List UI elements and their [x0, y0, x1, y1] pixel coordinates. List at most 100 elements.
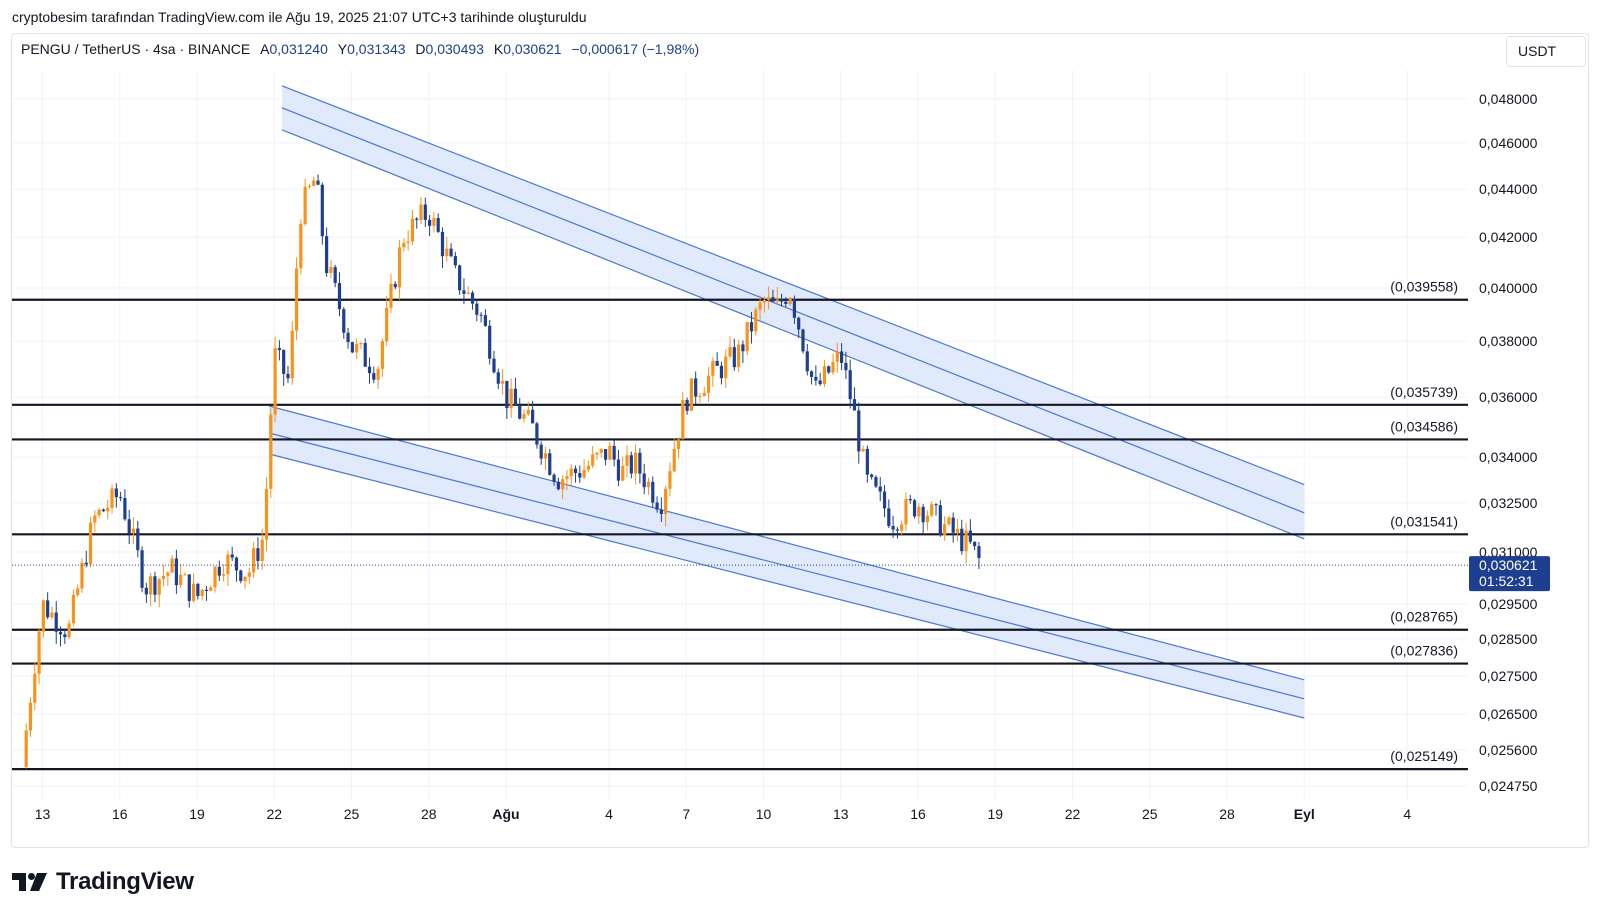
candle-body-up — [775, 299, 779, 302]
tradingview-logo-icon — [12, 873, 47, 891]
candle-body-down — [492, 358, 496, 373]
candle-body-up — [466, 292, 470, 294]
candle-body-down — [174, 558, 178, 586]
candle-body-down — [488, 325, 492, 359]
candle-body-down — [54, 612, 58, 632]
candle-body-down — [612, 445, 616, 460]
candle-body-up — [410, 218, 415, 242]
candle-body-down — [114, 488, 118, 498]
candle-body-down — [458, 265, 462, 291]
candle-body-up — [788, 298, 792, 305]
candle-body-up — [835, 351, 839, 362]
x-tick-label: Eyl — [1294, 806, 1315, 822]
candle-body-down — [58, 631, 63, 635]
candle-body-down — [479, 314, 483, 316]
candle-body-up — [599, 449, 603, 453]
candle-body-up — [166, 572, 170, 576]
candle-body-down — [453, 256, 457, 266]
candle-body-down — [801, 329, 805, 352]
x-tick-label: 16 — [112, 806, 128, 822]
x-tick-label: 28 — [421, 806, 437, 822]
candle-body-down — [865, 448, 869, 475]
candle-body-up — [213, 566, 217, 588]
candle-body-down — [882, 491, 887, 509]
candle-body-down — [573, 468, 578, 474]
currency-selector[interactable]: USDT — [1506, 36, 1586, 67]
y-tick-label: 0,034000 — [1479, 449, 1538, 465]
candle-body-up — [294, 268, 299, 331]
candle-body-down — [694, 378, 698, 397]
close-value: 0,030621 — [503, 41, 562, 57]
candle-body-up — [303, 186, 307, 224]
channel-overlays — [268, 85, 1305, 719]
candle-body-up — [754, 309, 758, 332]
candle-body-up — [226, 554, 230, 575]
x-tick-label: 13 — [833, 806, 849, 822]
candle-body-up — [397, 247, 402, 288]
candle-body-down — [840, 351, 844, 363]
symbol-label[interactable]: PENGU / TetherUS · 4sa · BINANCE — [21, 41, 251, 57]
symbol-legend: PENGU / TetherUS · 4sa · BINANCE A0,0312… — [21, 41, 699, 57]
candle-body-up — [149, 576, 153, 595]
candle-body-up — [711, 360, 715, 376]
candle-body-down — [921, 506, 925, 523]
candle-body-down — [46, 600, 50, 618]
candle-body-down — [363, 343, 367, 367]
candle-body-up — [608, 445, 612, 460]
candle-body-up — [569, 468, 573, 477]
x-tick-label: 13 — [35, 806, 51, 822]
x-tick-label: Ağu — [492, 806, 519, 822]
candle-body-up — [252, 548, 256, 573]
level-label: (0,027836) — [1390, 643, 1458, 659]
brand-logo[interactable]: TradingView — [12, 868, 194, 896]
candle-body-up — [67, 623, 71, 638]
x-tick-label: 16 — [910, 806, 926, 822]
candle-body-down — [844, 362, 848, 371]
candle-body-down — [852, 399, 857, 411]
candle-body-up — [930, 504, 934, 516]
x-tick-label: 19 — [189, 806, 205, 822]
candle-body-up — [402, 242, 406, 248]
y-tick-label: 0,025600 — [1479, 742, 1538, 758]
candle-body-down — [333, 267, 337, 284]
candle-body-up — [191, 583, 196, 601]
candle-body-up — [445, 248, 449, 257]
candle-body-up — [621, 465, 625, 481]
y-tick-label: 0,032500 — [1479, 495, 1538, 511]
candle-body-down — [912, 500, 917, 517]
y-tick-label: 0,027500 — [1479, 668, 1538, 684]
candle-body-down — [84, 562, 88, 565]
candle-body-down — [659, 509, 663, 514]
x-tick-label: 22 — [266, 806, 282, 822]
candle-body-up — [676, 439, 681, 449]
candle-body-up — [565, 476, 569, 480]
candle-body-up — [702, 392, 706, 396]
x-tick-label: 7 — [682, 806, 690, 822]
candle-body-down — [316, 180, 320, 185]
x-tick-label: 25 — [1142, 806, 1158, 822]
level-label: (0,034586) — [1390, 418, 1458, 434]
candle-body-up — [131, 528, 136, 534]
candle-body-up — [758, 302, 762, 310]
candle-body-down — [548, 453, 552, 475]
candle-body-down — [346, 332, 350, 343]
chart-caption: cryptobesim tarafından TradingView.com i… — [12, 9, 587, 25]
y-tick-label: 0,029500 — [1479, 596, 1538, 612]
candle-body-down — [423, 204, 427, 220]
candle-body-down — [951, 517, 955, 533]
candle-body-down — [938, 505, 942, 536]
candle-body-up — [904, 499, 908, 525]
candle-body-down — [513, 388, 518, 406]
candle-body-down — [518, 405, 522, 419]
candle-body-down — [638, 452, 642, 474]
candle-body-down — [887, 508, 891, 527]
candle-body-down — [603, 449, 608, 460]
candle-body-up — [385, 307, 389, 342]
candle-body-down — [428, 219, 432, 226]
candle-body-up — [37, 631, 41, 674]
candle-body-up — [500, 380, 505, 384]
x-tick-label: 28 — [1219, 806, 1235, 822]
x-tick-label: 4 — [605, 806, 613, 822]
y-tick-label: 0,031000 — [1479, 544, 1538, 560]
